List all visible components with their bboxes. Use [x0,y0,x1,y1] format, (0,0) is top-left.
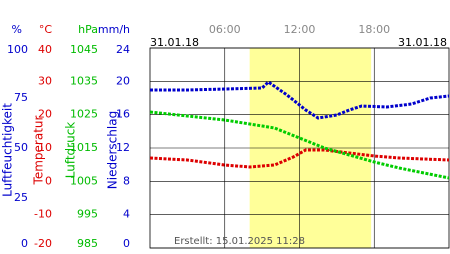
y-tick-label: 40 [38,43,52,56]
y-tick-label: 1005 [70,174,98,187]
y-tick-label: 25 [14,191,28,204]
y-tick-label: 1035 [70,74,98,87]
date-label: 31.01.18 [150,36,199,49]
y-tick-label: 0 [123,237,130,250]
y-tick-label: 1015 [70,141,98,154]
data-line [150,80,450,120]
y-tick-label: 20 [116,74,130,87]
y-tick-label: 8 [123,174,130,187]
y-tick-label: 24 [116,43,130,56]
axis-label: Luftfeuchtigkeit [1,103,15,197]
axis-unit: hPa [78,23,98,36]
axis-label: Luftdruck [64,122,78,179]
x-tick-label: 12:00 [284,23,316,36]
axis-label: Temperatur [32,115,46,185]
y-tick-label: 100 [7,43,28,56]
y-tick-label: 50 [14,141,28,154]
y-tick-label: 20 [38,108,52,121]
plot-border [149,47,450,249]
y-tick-label: 12 [116,141,130,154]
axis-unit: °C [39,23,53,36]
y-tick-label: 1045 [70,43,98,56]
axis-unit: mm/h [98,23,130,36]
y-tick-label: 0 [21,237,28,250]
y-tick-label: 985 [77,237,98,250]
y-tick-label: 4 [123,208,130,221]
y-tick-label: 16 [116,108,130,121]
axis-unit: % [12,23,22,36]
y-tick-label: 75 [14,91,28,104]
y-tick-label: 1025 [70,108,98,121]
data-line [149,148,450,169]
date-label: 31.01.18 [398,36,447,49]
y-tick-label: 10 [38,141,52,154]
y-tick-label: 30 [38,74,52,87]
axis-label: Niederschlag [106,111,120,189]
x-tick-label: 06:00 [209,23,241,36]
annotation: Erstellt: 15.01.2025 11:28 [174,236,305,247]
y-tick-label: -10 [34,208,52,221]
y-tick-label: -20 [34,237,52,250]
y-tick-label: 0 [45,174,52,187]
x-tick-label: 18:00 [358,23,390,36]
y-tick-label: 995 [77,208,98,221]
